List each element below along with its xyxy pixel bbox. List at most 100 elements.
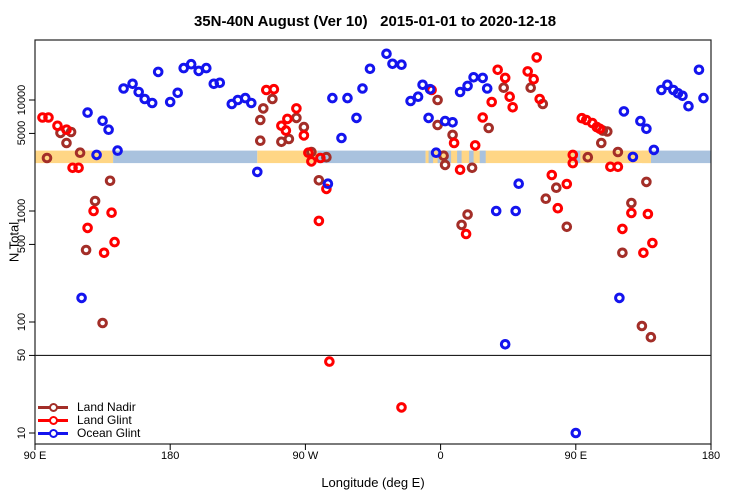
y-tick-label: 1000 — [16, 198, 28, 224]
point-ocean-glint — [118, 83, 129, 94]
surface-band-ocean — [428, 150, 434, 164]
legend-label: Land Glint — [77, 413, 132, 427]
point-ocean-glint — [146, 97, 158, 109]
point-land-nadir — [439, 159, 451, 171]
point-ocean-glint — [447, 117, 458, 128]
legend-item: Land Glint — [38, 414, 140, 427]
point-land-glint — [73, 162, 84, 174]
point-land-nadir — [525, 82, 537, 93]
point-ocean-glint — [152, 66, 164, 78]
point-ocean-glint — [454, 86, 466, 98]
point-ocean-glint — [662, 79, 673, 91]
point-ocean-glint — [336, 132, 347, 144]
x-tick-label: 90 W — [292, 450, 319, 462]
point-land-glint — [552, 202, 564, 214]
point-land-nadir — [321, 151, 332, 163]
point-land-nadir — [291, 112, 302, 124]
y-tick-label: 50 — [16, 349, 28, 362]
point-land-nadir — [551, 182, 562, 193]
point-land-nadir — [617, 247, 628, 259]
point-ocean-glint — [417, 79, 428, 91]
point-ocean-glint — [214, 77, 226, 89]
point-land-glint — [282, 113, 293, 125]
point-ocean-glint — [477, 72, 489, 84]
point-ocean-glint — [614, 292, 625, 304]
legend-item: Ocean Glint — [38, 427, 140, 440]
x-tick-label: 0 — [437, 450, 444, 462]
surface-band-ocean — [650, 150, 711, 164]
point-ocean-glint — [322, 178, 334, 189]
y-tick-label: 10 — [16, 426, 28, 440]
surface-band-ocean — [446, 150, 452, 164]
point-ocean-glint — [424, 83, 436, 95]
point-land-nadir — [626, 197, 637, 209]
point-ocean-glint — [91, 149, 102, 161]
point-land-glint — [507, 102, 519, 113]
point-land-nadir — [258, 103, 269, 114]
point-land-glint — [617, 223, 628, 235]
point-ocean-glint — [412, 91, 424, 102]
plot-box — [34, 39, 712, 445]
point-ocean-glint — [423, 112, 434, 124]
x-axis-title: Longitude (deg E) — [321, 475, 425, 490]
legend-symbol-ocean-glint — [38, 427, 68, 440]
point-ocean-glint — [468, 72, 479, 83]
legend-label: Ocean Glint — [77, 426, 141, 440]
surface-band-land — [257, 150, 318, 164]
point-land-nadir — [447, 129, 458, 141]
point-land-nadir — [540, 193, 552, 204]
point-ocean-glint — [251, 166, 263, 178]
point-ocean-glint — [698, 92, 709, 104]
point-land-glint — [504, 91, 516, 102]
point-land-nadir — [498, 82, 510, 93]
point-land-nadir — [80, 244, 92, 256]
point-land-nadir — [313, 175, 325, 186]
point-land-glint — [61, 124, 72, 135]
surface-band-ocean — [479, 150, 486, 164]
point-land-nadir — [255, 114, 266, 126]
point-land-nadir — [432, 119, 443, 131]
point-land-nadir — [645, 331, 657, 343]
point-ocean-glint — [351, 112, 362, 124]
point-land-glint — [454, 164, 466, 176]
point-ocean-glint — [430, 147, 442, 158]
point-land-nadir — [267, 93, 278, 105]
point-ocean-glint — [627, 151, 639, 163]
point-land-nadir — [74, 147, 86, 158]
y-tick-label: 5000 — [16, 121, 28, 146]
point-land-glint — [642, 208, 654, 220]
x-tick-label: 180 — [701, 450, 721, 462]
point-ocean-glint — [112, 145, 123, 156]
legend-symbol-land-nadir — [38, 401, 68, 414]
point-land-glint — [486, 96, 498, 108]
point-land-glint — [291, 103, 302, 114]
point-ocean-glint — [641, 123, 652, 135]
point-land-nadir — [255, 135, 266, 146]
legend-symbol-land-glint — [38, 414, 68, 427]
point-land-glint — [477, 112, 489, 123]
point-land-glint — [460, 228, 472, 240]
point-land-nadir — [462, 209, 473, 220]
point-ocean-glint — [683, 100, 694, 112]
point-ocean-glint — [185, 58, 197, 70]
point-land-glint — [321, 183, 332, 195]
point-ocean-glint — [513, 178, 525, 189]
point-land-glint — [531, 52, 543, 63]
point-ocean-glint — [510, 205, 522, 217]
legend-label: Land Nadir — [77, 400, 136, 414]
point-land-glint — [594, 123, 606, 135]
point-land-glint — [492, 64, 504, 76]
legend: Land Nadir Land Glint Ocean Glint — [38, 401, 140, 440]
point-land-glint — [37, 112, 48, 123]
x-tick-label: 180 — [161, 450, 180, 462]
point-ocean-glint — [490, 205, 502, 217]
point-land-glint — [528, 73, 540, 85]
point-land-nadir — [104, 175, 116, 187]
point-land-glint — [647, 237, 658, 249]
circle-marker-icon — [49, 429, 58, 438]
point-land-glint — [534, 93, 546, 105]
point-ocean-glint — [499, 339, 511, 350]
point-ocean-glint — [97, 115, 108, 127]
y-tick-label: 10000 — [16, 84, 28, 116]
